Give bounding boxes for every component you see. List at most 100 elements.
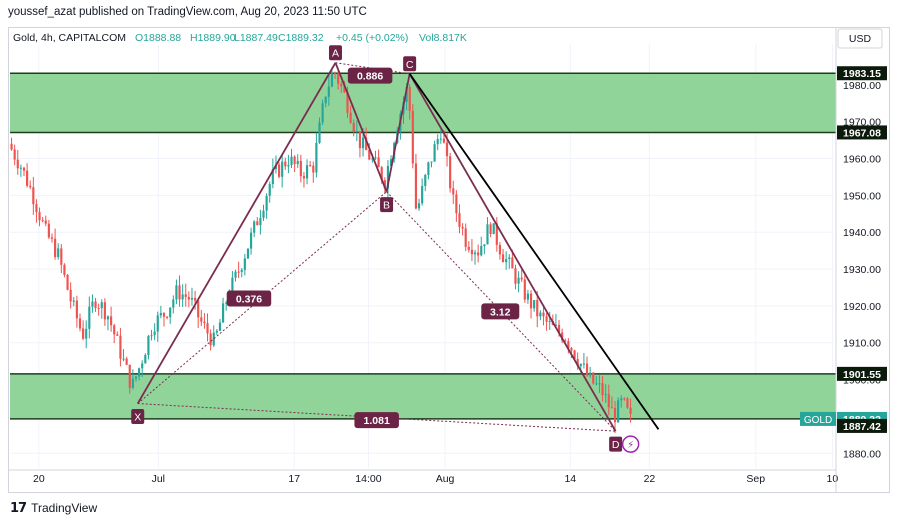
candle-body — [302, 176, 306, 179]
legend-change: +0.45 (+0.02%) — [336, 32, 408, 44]
y-tick-label: 1950.00 — [843, 190, 881, 202]
candle-body — [315, 142, 318, 173]
candle-body — [240, 269, 243, 272]
candle-body — [85, 328, 88, 339]
candle-body — [156, 315, 159, 332]
candle-body — [585, 363, 589, 376]
candle-body — [41, 220, 44, 222]
candle-body — [533, 300, 536, 309]
price-scale-label: 1887.42 — [843, 421, 881, 433]
candle-body — [63, 264, 66, 275]
candle-body — [131, 378, 134, 388]
candle-body — [82, 328, 85, 339]
candle-body — [626, 398, 629, 408]
candle-body — [411, 110, 414, 164]
candle-body — [380, 167, 383, 181]
candle-body — [430, 161, 433, 163]
pattern-point-badge — [403, 56, 417, 72]
y-tick-label: 1920.00 — [843, 301, 881, 313]
candle-body — [138, 368, 141, 377]
candle-body — [592, 372, 595, 384]
candle-body — [361, 137, 365, 149]
candle-body — [249, 232, 253, 249]
trendline — [408, 73, 660, 430]
candle-body — [526, 293, 530, 300]
x-tick-label: Aug — [436, 473, 455, 485]
x-tick-label: 17 — [288, 473, 300, 485]
candle-body — [365, 137, 368, 151]
candle-body — [617, 400, 620, 423]
candle-body — [508, 257, 511, 260]
candle-body — [110, 316, 113, 326]
candle-body — [209, 333, 212, 346]
legend-open: O1888.88 — [135, 32, 181, 44]
candle-body — [69, 289, 72, 302]
candle-body — [200, 317, 203, 322]
ratio-label: 3.12 — [490, 306, 511, 318]
candle-body — [75, 300, 78, 319]
candle-body — [16, 159, 19, 169]
candle-body — [57, 248, 60, 258]
ratio-badge — [226, 290, 272, 307]
candle-body — [542, 312, 545, 317]
candle-body — [19, 167, 22, 169]
candle-body — [113, 325, 116, 335]
candle-body — [277, 164, 281, 177]
candle-body — [234, 271, 237, 278]
pattern-point-badge — [131, 409, 145, 425]
candle-body — [548, 321, 551, 323]
y-tick-label: 1960.00 — [843, 154, 881, 166]
y-tick-label: 1880.00 — [843, 448, 881, 460]
ratio-label: 1.081 — [364, 415, 390, 427]
supply-demand-zone — [10, 73, 836, 133]
pattern-point-label: A — [332, 48, 339, 60]
candle-body — [197, 300, 200, 318]
price-scale-label-bg — [837, 366, 887, 381]
currency-label: USD — [849, 33, 872, 45]
candle-body — [489, 224, 492, 234]
candle-body — [589, 372, 592, 376]
candle-body — [417, 203, 421, 209]
symbol-tag: GOLD — [804, 415, 832, 426]
candle-body — [557, 324, 561, 333]
candle-body — [94, 301, 97, 308]
candle-body — [178, 285, 181, 300]
candle-body — [253, 221, 256, 233]
candle-body — [175, 285, 178, 300]
pattern-point-label: B — [383, 200, 390, 212]
candle-body — [324, 96, 327, 104]
candle-body — [330, 73, 334, 87]
pattern-point-badge — [609, 436, 623, 452]
candle-body — [212, 332, 215, 346]
candle-body — [449, 156, 452, 189]
candle-body — [517, 277, 520, 284]
candle-body — [570, 348, 573, 351]
pattern-point-badge — [380, 197, 394, 213]
candle-body — [579, 364, 582, 367]
lightning-icon: ⚡ — [627, 440, 634, 451]
supply-demand-zone — [10, 373, 836, 419]
candle-body — [47, 223, 50, 238]
currency-button[interactable] — [837, 28, 883, 49]
candle-body — [159, 312, 162, 316]
candle-body — [153, 331, 156, 336]
candle-body — [595, 383, 598, 385]
candle-body — [100, 302, 103, 309]
candle-body — [458, 213, 461, 227]
y-tick-label: 1980.00 — [843, 80, 881, 92]
y-tick-label: 1970.00 — [843, 117, 881, 129]
candle-body — [50, 237, 54, 239]
candle-body — [60, 248, 63, 265]
candle-body — [144, 355, 147, 364]
candle-body — [165, 316, 169, 318]
candle-body — [604, 394, 607, 396]
candle-body — [193, 297, 197, 301]
candle-body — [436, 139, 439, 145]
tradingview-logo-icon[interactable]: 𝟭𝟳 — [10, 500, 27, 515]
candle-body — [22, 167, 26, 171]
pattern-ratio-line — [137, 191, 387, 404]
candle-body — [265, 195, 268, 211]
pattern-leg — [136, 62, 337, 404]
candle-body — [293, 156, 296, 165]
